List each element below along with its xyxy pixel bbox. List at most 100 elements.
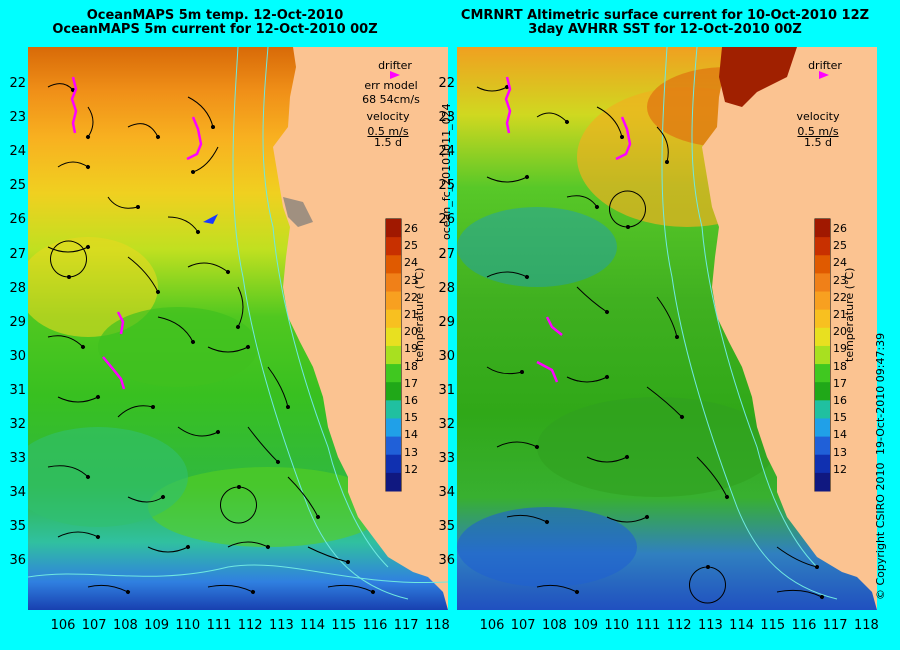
left-lon-label-107: 107 [81,618,107,633]
left-cb-tick-15: 15 [404,411,418,425]
right-lon-label-108: 108 [541,618,567,633]
left-lat-label-31: 31 [9,382,26,398]
right-lat-label-32: 32 [438,417,455,432]
colorbar-swatch [386,454,401,474]
left-lon-label-118: 118 [424,618,450,633]
left-lon-label-111: 111 [206,618,232,633]
left-lat-label-29: 29 [9,314,26,330]
right-lat-label-30: 30 [438,348,455,364]
right-lon-label-109: 109 [573,618,598,633]
left-lon-label-115: 115 [331,618,357,633]
left-lat-label-26: 26 [9,212,26,228]
colorbar-swatch [815,255,830,274]
left-lat-label-27: 27 [9,246,26,262]
left-map-panel [28,47,448,610]
left-lon-label-108: 108 [112,618,138,633]
right-lon-label-106: 106 [479,618,505,633]
right-lon-label-116: 116 [791,618,817,633]
right-colorbar-label: temperature (°C) [843,267,856,362]
colorbar-swatch [386,364,401,383]
right-lat-label-26: 26 [438,212,455,228]
colorbar-swatch [386,273,401,293]
colorbar-swatch [815,345,830,365]
right-lat-label-31: 31 [438,382,455,398]
left-land-mass [273,47,448,610]
left-current-vectors [47,83,375,594]
right-warm-coastal [719,47,797,107]
left-cb-tick-14: 14 [404,428,418,442]
left-cb-tick-18: 18 [404,359,418,373]
right-cb-tick-17: 17 [833,376,847,390]
left-title-line2: OceanMAPS 5m current for 12-Oct-2010 00Z [52,22,378,37]
left-cb-tick-12: 12 [404,462,418,476]
right-drifter-tracks [504,76,632,383]
right-cb-tick-13: 13 [833,445,847,459]
left-cb-tick-23: 23 [404,273,418,287]
right-cb-tick-25: 25 [833,239,847,253]
left-legend-drifter-icon [390,71,400,79]
colorbar-swatch [386,255,401,274]
left-lon-label-117: 117 [393,618,419,633]
left-lon-label-106: 106 [50,618,76,633]
right-title-line2: 3day AVHRR SST for 12-Oct-2010 00Z [528,22,802,37]
left-lat-label-35: 35 [9,519,26,535]
timestamp-label: 19-Oct-2010 09:47:39 [874,332,887,455]
right-land-mass [702,47,877,610]
colorbar-swatch [815,219,830,238]
left-lat-label-22: 22 [9,76,26,91]
left-cb-tick-13: 13 [404,445,418,459]
left-map-title: OceanMAPS 5m temp. 12-Oct-2010 OceanMAPS… [40,9,390,37]
file-id-label: ocean_fc_20101011_024 [440,103,453,240]
left-cb-tick-16: 16 [404,394,418,407]
right-cb-tick-21: 21 [833,308,847,321]
left-title-line1: OceanMAPS 5m temp. 12-Oct-2010 [86,8,344,23]
right-legend-drifter-icon [819,71,829,79]
right-lat-label-28: 28 [438,280,455,296]
left-legend-err-model: err model [364,79,418,92]
right-lat-label-34: 34 [438,485,455,501]
left-legend-duration: 1.5 d [374,136,402,149]
left-island [283,197,313,227]
colorbar-swatch [386,327,401,347]
colorbar-swatch [386,436,401,456]
left-lat-label-36: 36 [9,553,26,569]
right-lon-label-111: 111 [635,618,661,633]
right-lat-label-35: 35 [438,519,455,535]
left-lat-label-33: 33 [9,451,26,467]
right-map-title: CMRNRT Altimetric surface current for 10… [455,9,875,37]
left-drifter-tracks [70,76,203,390]
left-lat-label-23: 23 [9,110,26,126]
right-lat-label-33: 33 [438,451,455,467]
colorbar-swatch [815,237,830,256]
colorbar-swatch [815,364,830,383]
left-lon-label-112: 112 [237,618,263,633]
right-lat-label-36: 36 [438,553,455,569]
colorbar-swatch [386,291,401,311]
right-lat-label-29: 29 [438,314,455,330]
colorbar-swatch [815,400,830,419]
colorbar-swatch [386,219,401,238]
colorbar-swatch [815,327,830,347]
right-cb-tick-22: 22 [833,290,847,304]
left-legend-velocity: velocity [366,110,410,123]
right-cb-tick-18: 18 [833,359,847,373]
colorbar-swatch [815,382,830,401]
left-blue-drifter [203,214,218,224]
left-lat-label-28: 28 [9,280,26,296]
left-cb-tick-22: 22 [404,290,418,304]
right-lon-label-113: 113 [697,618,723,633]
left-cb-tick-25: 25 [404,239,418,253]
left-lon-label-110: 110 [175,618,201,633]
left-lat-label-25: 25 [9,178,26,194]
left-colorbar-label: temperature (°C) [413,267,426,362]
colorbar-swatch [815,418,830,438]
left-legend-err-value: 68 54cm/s [362,93,420,106]
right-map-svg [457,47,877,610]
left-cb-tick-26: 26 [404,222,418,235]
colorbar-swatch [386,418,401,438]
right-lon-label-112: 112 [666,618,692,633]
right-lon-label-110: 110 [604,618,630,633]
right-lon-label-107: 107 [510,618,536,633]
colorbar-swatch [815,472,830,492]
colorbar-swatch [386,400,401,419]
